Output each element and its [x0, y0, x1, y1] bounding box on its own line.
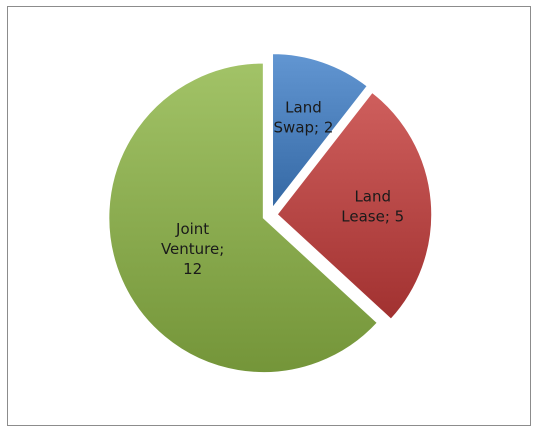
- data-label-joint-venture: Joint Venture; 12: [161, 220, 224, 278]
- pie-slice-land-swap: [271, 52, 369, 211]
- data-label-land-swap: Land Swap; 2: [274, 98, 334, 136]
- pie-slice-joint-venture: [107, 62, 379, 374]
- data-label-land-lease: Land Lease; 5: [341, 187, 404, 225]
- pie-slice-land-lease: [275, 91, 433, 321]
